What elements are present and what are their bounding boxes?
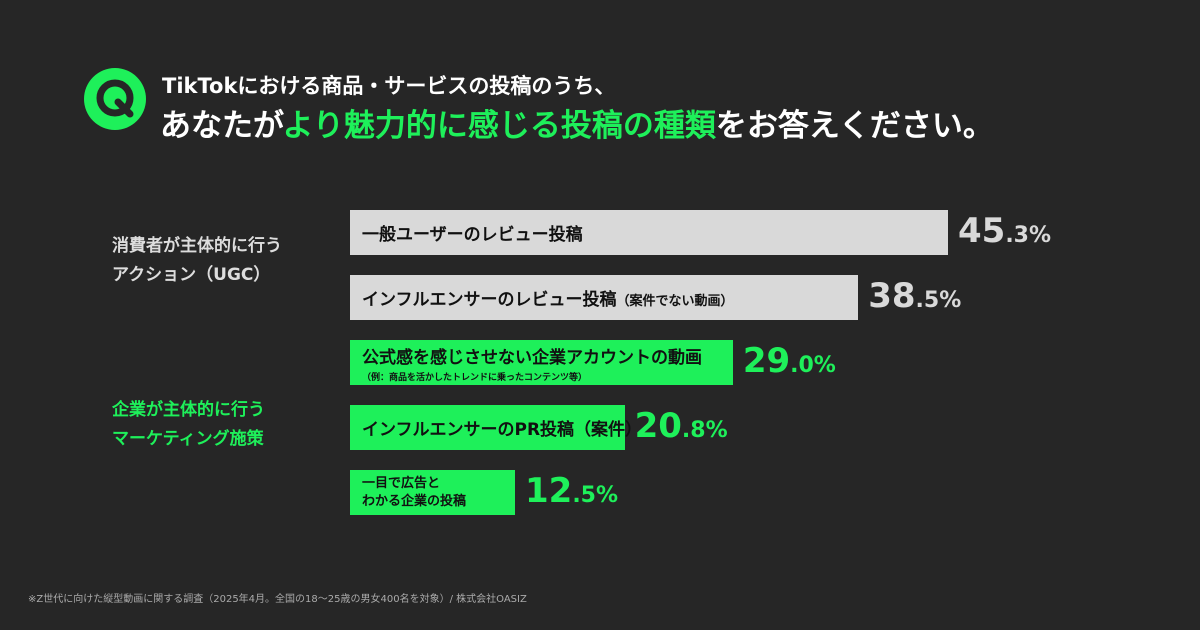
question-post: をお答えください。 <box>715 108 994 144</box>
group-line: 消費者が主体的に行う <box>112 236 282 256</box>
value-int: 29 <box>742 341 791 381</box>
value-int: 38 <box>868 276 916 316</box>
value-dec: .8% <box>681 418 728 443</box>
value-label-4: 20.8% <box>635 406 728 446</box>
value-int: 45 <box>958 211 1006 251</box>
question-line-2: あなたがより魅力的に感じる投稿の種類をお答えください。 <box>160 100 994 145</box>
group-line: マーケティング施策 <box>112 429 264 449</box>
value-dec: .0% <box>790 353 836 378</box>
bar-3: 公式感を感じさせない企業アカウントの動画 （例：商品を活かしたトレンドに乗ったコン… <box>350 340 733 385</box>
group-line: アクション（UGC） <box>112 265 271 285</box>
bar-1: 一般ユーザーのレビュー投稿 <box>350 210 948 255</box>
group-line: 企業が主体的に行う <box>112 400 265 420</box>
bar-label-main: インフルエンサーのレビュー投稿 <box>362 290 617 310</box>
value-label-2: 38.5% <box>868 276 961 316</box>
bar-5: 一目で広告とわかる企業の投稿 <box>350 470 515 515</box>
value-int: 20 <box>634 406 682 446</box>
bar-label: 公式感を感じさせない企業アカウントの動画 <box>362 347 702 368</box>
q-logo-icon <box>84 68 146 130</box>
footnote: ※Z世代に向けた縦型動画に関する調査（2025年4月。全国の18～25歳の男女4… <box>28 594 527 605</box>
bar-note: （例：商品を活かしたトレンドに乗ったコンテンツ等） <box>362 372 588 383</box>
value-dec: .5% <box>572 483 619 508</box>
value-label-5: 12.5% <box>525 471 618 511</box>
bar-4: インフルエンサーのPR投稿（案件） <box>350 405 643 450</box>
value-label-3: 29.0% <box>743 341 836 381</box>
bar-label-sub: （案件でない動画） <box>616 294 734 309</box>
bar-label: 一般ユーザーのレビュー投稿 <box>362 225 583 245</box>
bar-2: インフルエンサーのレビュー投稿（案件でない動画） <box>350 275 859 320</box>
bar-label: インフルエンサーのレビュー投稿（案件でない動画） <box>362 285 858 310</box>
value-label-1: 45.3% <box>958 211 1051 251</box>
value-int: 12 <box>525 471 573 511</box>
bar-label-line2: わかる企業の投稿 <box>362 493 467 509</box>
bar-label-line1: 一目で広告と <box>362 475 441 491</box>
group-label-corporate: 企業が主体的に行う マーケティング施策 <box>112 396 265 454</box>
bar-label: インフルエンサーのPR投稿（案件） <box>362 420 643 440</box>
question-pre: あなたが <box>160 108 283 144</box>
value-dec: .5% <box>915 288 962 313</box>
question-line-1: TikTokにおける商品・サービスの投稿のうち、 <box>162 74 616 98</box>
group-label-ugc: 消費者が主体的に行う アクション（UGC） <box>112 232 282 290</box>
value-dec: .3% <box>1005 223 1052 248</box>
question-highlight: より魅力的に感じる投稿の種類 <box>282 108 716 144</box>
